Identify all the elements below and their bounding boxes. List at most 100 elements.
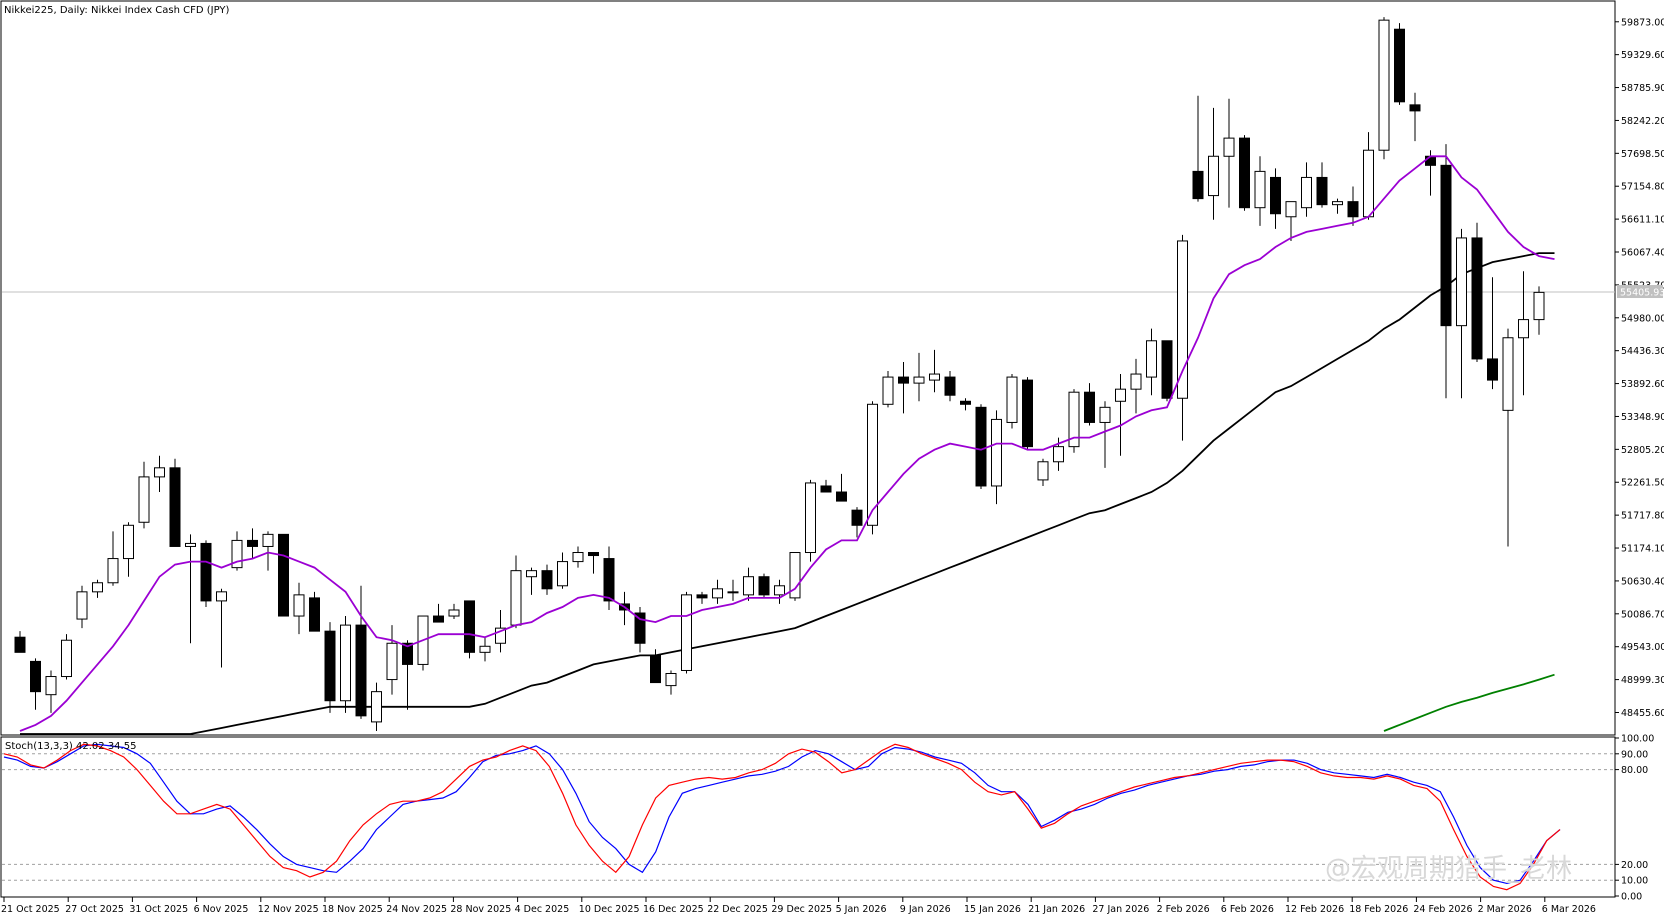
candle bbox=[200, 540, 212, 607]
candle bbox=[991, 410, 1002, 505]
watermark: @宏观周期猎手_老林 bbox=[1324, 854, 1572, 884]
candle bbox=[929, 349, 940, 393]
candle-body bbox=[200, 542, 212, 602]
candle bbox=[1487, 277, 1498, 390]
candle bbox=[1502, 328, 1514, 547]
stoch-panel: 100.00 90.00 80.00 20.00 10.00 0.00 bbox=[2, 734, 1654, 903]
candle-body bbox=[960, 400, 971, 405]
candle bbox=[1146, 328, 1157, 396]
price-tick-label: 57154.80 bbox=[1621, 182, 1664, 193]
candle-body bbox=[975, 406, 987, 487]
candle bbox=[433, 603, 444, 623]
candle bbox=[650, 649, 661, 684]
candle bbox=[789, 552, 801, 601]
candle-body bbox=[402, 642, 413, 665]
time-tick-label: 5 Jan 2026 bbox=[836, 904, 887, 915]
candle bbox=[634, 606, 646, 653]
candle bbox=[1115, 374, 1126, 456]
candle-body bbox=[805, 482, 816, 554]
candle-body bbox=[1161, 340, 1173, 399]
candle-body bbox=[371, 691, 382, 723]
candle bbox=[882, 371, 894, 408]
candle bbox=[107, 531, 119, 586]
candle-body bbox=[1053, 446, 1064, 463]
candle bbox=[45, 670, 57, 713]
candle-body bbox=[216, 591, 227, 602]
candle-body bbox=[789, 552, 801, 599]
candle bbox=[696, 591, 708, 604]
time-tick-label: 18 Feb 2026 bbox=[1349, 904, 1408, 915]
candle-body bbox=[169, 467, 181, 547]
candle-body bbox=[944, 376, 956, 396]
candle bbox=[324, 622, 336, 713]
candle-body bbox=[340, 624, 351, 702]
candle-body bbox=[882, 376, 894, 405]
candle-body bbox=[1037, 461, 1049, 481]
price-tick-label: 49543.00 bbox=[1621, 642, 1664, 653]
candle bbox=[1332, 198, 1343, 214]
price-tick-label: 58785.90 bbox=[1621, 83, 1664, 94]
candle bbox=[1301, 162, 1312, 217]
time-tick-label: 28 Nov 2025 bbox=[450, 904, 511, 915]
candle bbox=[1223, 98, 1235, 208]
time-tick-label: 9 Jan 2026 bbox=[900, 904, 951, 915]
candle bbox=[1208, 107, 1219, 220]
time-tick-label: 24 Nov 2025 bbox=[386, 904, 447, 915]
candle bbox=[1239, 135, 1250, 211]
candle-body bbox=[650, 654, 661, 684]
candle-body bbox=[76, 591, 88, 620]
price-tick-label: 51717.80 bbox=[1621, 511, 1664, 522]
candle-body bbox=[991, 418, 1002, 487]
candle bbox=[1006, 374, 1018, 429]
candle bbox=[665, 670, 677, 695]
candle bbox=[1409, 92, 1421, 142]
candle-body bbox=[1456, 237, 1467, 327]
candle bbox=[1518, 271, 1529, 396]
time-tick-label: 12 Nov 2025 bbox=[258, 904, 319, 915]
candle-body bbox=[1208, 155, 1219, 197]
time-tick-label: 4 Dec 2025 bbox=[515, 904, 570, 915]
candle bbox=[836, 473, 847, 502]
candle-body bbox=[712, 588, 723, 599]
candle bbox=[154, 455, 165, 493]
current-price-label: 55405.93 bbox=[1620, 288, 1664, 299]
candle-body bbox=[1239, 137, 1250, 209]
candle bbox=[30, 658, 41, 710]
price-tick-label: 56611.10 bbox=[1621, 215, 1664, 226]
candle bbox=[557, 552, 568, 589]
stoch-main-path bbox=[3, 743, 1561, 885]
time-tick-label: 2 Feb 2026 bbox=[1157, 904, 1210, 915]
candle bbox=[479, 637, 491, 662]
price-tick-label: 53348.90 bbox=[1621, 412, 1664, 423]
candle bbox=[1270, 168, 1281, 229]
candle bbox=[603, 546, 615, 610]
candle-body bbox=[665, 673, 677, 687]
candle-body bbox=[1378, 19, 1390, 151]
ma-long-line bbox=[1383, 673, 1555, 732]
candle bbox=[123, 522, 134, 577]
candle-body bbox=[1285, 201, 1297, 218]
candle-body bbox=[1316, 176, 1328, 206]
stoch-tick-label: 0.00 bbox=[1621, 892, 1642, 903]
price-tick-label: 52805.20 bbox=[1621, 445, 1664, 456]
candle bbox=[1347, 186, 1359, 226]
candles bbox=[14, 17, 1545, 731]
candle bbox=[681, 591, 692, 674]
candle bbox=[14, 631, 26, 653]
candle bbox=[712, 579, 723, 604]
candle-body bbox=[867, 403, 878, 526]
candle-body bbox=[1502, 337, 1514, 411]
candle bbox=[541, 564, 553, 595]
candle-body bbox=[1130, 373, 1142, 390]
time-tick-label: 12 Feb 2026 bbox=[1285, 904, 1344, 915]
candle-body bbox=[45, 676, 57, 696]
candle-body bbox=[681, 594, 692, 671]
candle bbox=[309, 591, 320, 632]
candle-body bbox=[479, 645, 491, 653]
ma-short-path bbox=[19, 155, 1555, 732]
candle-body bbox=[154, 467, 165, 478]
candle bbox=[76, 585, 88, 629]
candle bbox=[1161, 340, 1173, 402]
